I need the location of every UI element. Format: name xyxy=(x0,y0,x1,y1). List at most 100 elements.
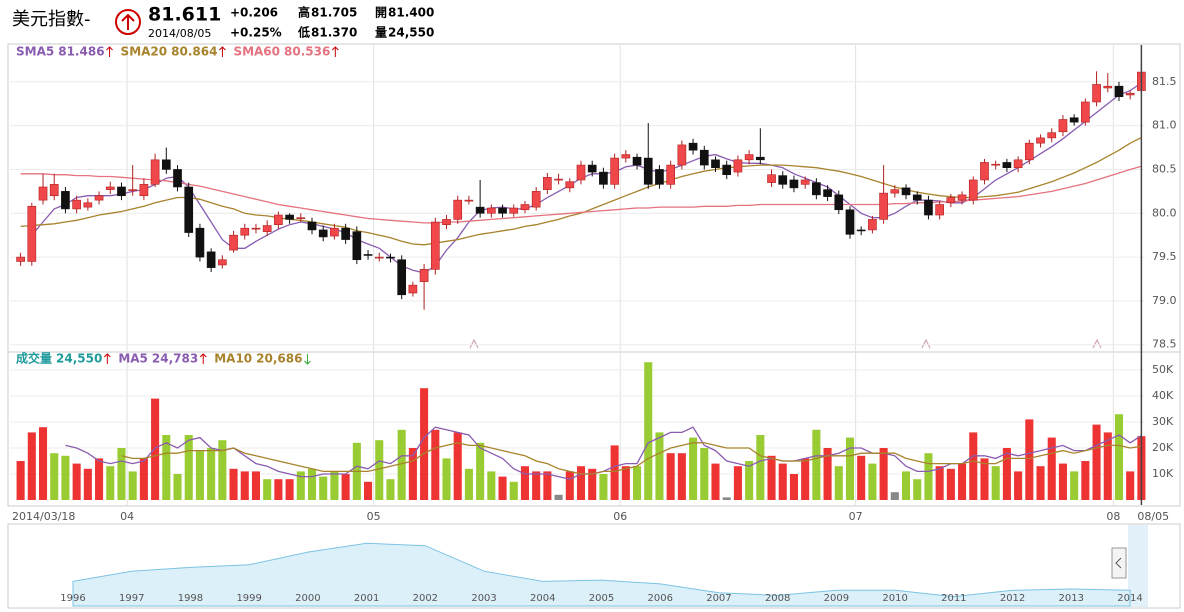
volume-bar xyxy=(106,466,115,500)
candle-body xyxy=(1036,137,1045,144)
candle-body xyxy=(1125,92,1135,96)
volume-bar xyxy=(991,466,1000,500)
up-arrow xyxy=(106,46,113,57)
volume-bar xyxy=(341,474,350,500)
candle-body xyxy=(778,175,788,185)
volume-bar xyxy=(498,476,507,500)
x-tick-label: 2014/03/18 xyxy=(12,510,75,523)
volume-bar xyxy=(83,468,92,500)
y-tick-label: 78.5 xyxy=(1152,338,1177,351)
volume-bar xyxy=(554,494,563,500)
change: +0.206 xyxy=(230,6,278,20)
navigator-selection[interactable] xyxy=(1128,525,1148,607)
candle-body xyxy=(408,284,418,294)
volume-bar xyxy=(117,448,126,500)
volume-bar xyxy=(778,463,787,500)
volume-bar xyxy=(689,437,698,500)
volume-bar xyxy=(229,468,238,500)
candle-body xyxy=(879,192,888,220)
volume-bar xyxy=(745,461,754,500)
volume-bar xyxy=(789,474,798,500)
volume-bar xyxy=(857,455,866,500)
candle-body xyxy=(520,204,530,211)
navigator-year: 2010 xyxy=(882,593,907,604)
candle-body xyxy=(610,157,619,185)
volume-bar xyxy=(1114,414,1124,500)
volume-bar xyxy=(240,471,249,500)
candle-body xyxy=(352,231,362,261)
candle-body xyxy=(38,186,48,201)
volume-bar xyxy=(812,429,821,500)
volume-bar xyxy=(173,474,182,500)
volume-bar xyxy=(431,429,440,500)
volume-bar xyxy=(868,463,877,500)
navigator-year: 2009 xyxy=(824,593,849,604)
navigator-year: 2002 xyxy=(413,593,438,604)
volume-bar xyxy=(677,453,686,500)
up-icon-arrow xyxy=(121,13,135,30)
volume-bar xyxy=(1002,448,1011,500)
volume-bar xyxy=(50,453,59,500)
volume-bar xyxy=(845,437,855,500)
volume-bar xyxy=(95,458,104,500)
candle-body xyxy=(565,181,575,189)
candle-body xyxy=(688,142,698,151)
volume-bar xyxy=(38,427,48,500)
volume-bar xyxy=(1092,424,1101,500)
navigator-year: 2014 xyxy=(1117,593,1142,604)
legend-entry: 24,783 xyxy=(152,352,198,366)
candle-body xyxy=(531,191,541,208)
candle-body xyxy=(845,209,855,235)
candle-body xyxy=(643,157,653,185)
candle-body xyxy=(1081,101,1090,123)
up-arrow xyxy=(199,353,207,364)
volume-bar xyxy=(263,479,272,500)
navigator-handle[interactable] xyxy=(1111,547,1127,579)
volume-bar xyxy=(767,455,776,500)
candle-body xyxy=(105,186,115,190)
volume-bar xyxy=(935,466,944,500)
volume-bar xyxy=(969,432,978,500)
candle-body xyxy=(1114,85,1124,98)
candle-body xyxy=(206,251,216,268)
candle-body xyxy=(475,206,485,214)
candle-body xyxy=(856,229,866,232)
volume-bar xyxy=(207,448,216,500)
y-tick-label: 79.0 xyxy=(1152,294,1177,307)
candle-body xyxy=(341,227,350,240)
volume-bar xyxy=(319,476,328,500)
volume-bar xyxy=(890,492,899,500)
ma-line xyxy=(31,82,1142,274)
volume-bar xyxy=(588,468,597,500)
legend-entry: 成交量 xyxy=(16,351,52,366)
candle-body xyxy=(307,221,317,231)
signal-markers xyxy=(469,338,1102,349)
navigator-year: 2013 xyxy=(1059,593,1084,604)
quote-date: 2014/08/05 xyxy=(148,27,211,40)
volume-bar xyxy=(375,440,384,500)
candle-body xyxy=(587,164,597,173)
high-label: 高 xyxy=(298,5,310,20)
navigator-year: 1999 xyxy=(236,593,261,604)
volume-bar xyxy=(195,450,204,500)
navigator-year: 2005 xyxy=(589,593,614,604)
volume-bar xyxy=(1058,463,1067,500)
candle-body xyxy=(968,179,978,201)
x-tick-label: 08 xyxy=(1106,510,1120,523)
change-pct: +0.25% xyxy=(230,26,282,40)
candle-body xyxy=(274,214,283,225)
navigator-year: 2006 xyxy=(647,593,672,604)
volume-bar xyxy=(307,468,317,500)
volume-bar xyxy=(700,448,709,500)
low-value: 81.370 xyxy=(311,26,357,40)
up-arrow xyxy=(331,46,339,57)
candle-body xyxy=(330,227,339,237)
legend-entry: 80.536 xyxy=(284,45,330,59)
volume-bar xyxy=(218,440,227,500)
candle-body xyxy=(655,169,664,185)
y-tick-label: 80.0 xyxy=(1152,206,1177,219)
volume-bar xyxy=(1047,437,1056,500)
instrument-title: 美元指數- xyxy=(12,9,91,30)
volume-bar xyxy=(879,448,888,500)
legend-entry: MA5 xyxy=(118,352,148,366)
